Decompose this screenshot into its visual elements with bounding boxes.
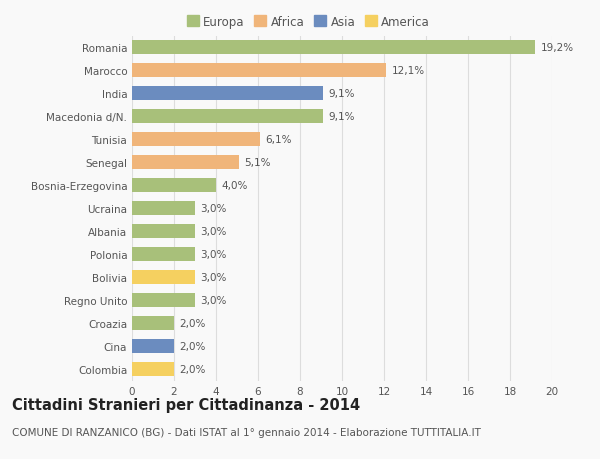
Text: 2,0%: 2,0%	[179, 341, 206, 352]
Bar	[132, 362, 174, 376]
Bar	[132, 110, 323, 124]
Text: 9,1%: 9,1%	[328, 89, 355, 99]
Bar	[132, 202, 195, 216]
Text: 19,2%: 19,2%	[541, 43, 574, 53]
Text: 3,0%: 3,0%	[200, 296, 227, 306]
Text: COMUNE DI RANZANICO (BG) - Dati ISTAT al 1° gennaio 2014 - Elaborazione TUTTITAL: COMUNE DI RANZANICO (BG) - Dati ISTAT al…	[12, 427, 481, 437]
Text: Cittadini Stranieri per Cittadinanza - 2014: Cittadini Stranieri per Cittadinanza - 2…	[12, 397, 360, 412]
Bar	[132, 339, 174, 353]
Bar	[132, 87, 323, 101]
Text: 6,1%: 6,1%	[265, 135, 292, 145]
Bar	[132, 317, 174, 330]
Bar	[132, 64, 386, 78]
Legend: Europa, Africa, Asia, America: Europa, Africa, Asia, America	[184, 13, 433, 31]
Text: 2,0%: 2,0%	[179, 364, 206, 375]
Text: 9,1%: 9,1%	[328, 112, 355, 122]
Bar	[132, 156, 239, 170]
Text: 3,0%: 3,0%	[200, 227, 227, 237]
Bar	[132, 270, 195, 285]
Text: 3,0%: 3,0%	[200, 204, 227, 214]
Bar	[132, 41, 535, 55]
Bar	[132, 179, 216, 193]
Text: 12,1%: 12,1%	[391, 66, 424, 76]
Bar	[132, 224, 195, 239]
Text: 4,0%: 4,0%	[221, 181, 248, 191]
Bar	[132, 294, 195, 308]
Text: 2,0%: 2,0%	[179, 319, 206, 329]
Text: 5,1%: 5,1%	[244, 158, 271, 168]
Bar	[132, 247, 195, 262]
Bar	[132, 133, 260, 147]
Text: 3,0%: 3,0%	[200, 250, 227, 260]
Text: 3,0%: 3,0%	[200, 273, 227, 283]
